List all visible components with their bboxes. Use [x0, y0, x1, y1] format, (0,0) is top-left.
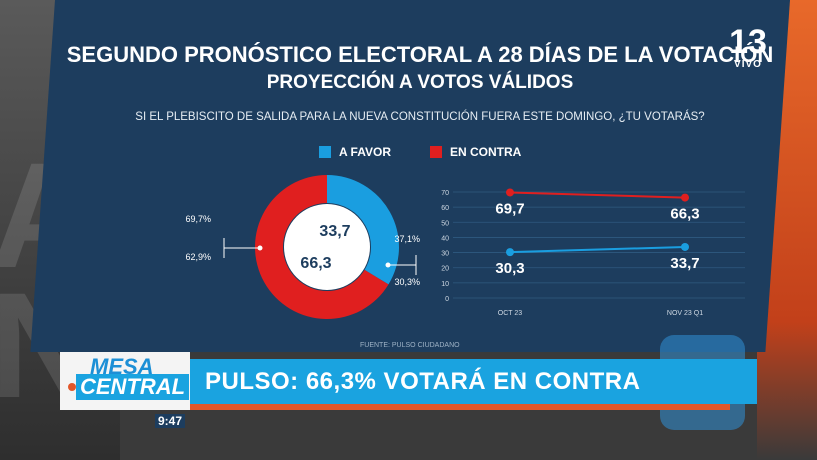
range-label-contra-high: 69,7% [185, 214, 211, 224]
source-note: FUENTE: PULSO CIUDADANO [360, 342, 460, 349]
data-point [506, 188, 514, 197]
legend-item-favor: A FAVOR [319, 145, 391, 159]
data-point [506, 248, 514, 257]
legend-label-favor: A FAVOR [339, 145, 392, 159]
legend-swatch-contra [430, 146, 442, 158]
ticker-headline: PULSO: 66,3% VOTARÁ EN CONTRA [205, 368, 641, 395]
channel-number: 13 [729, 23, 767, 61]
legend-label-contra: EN CONTRA [450, 145, 522, 159]
donut-value-favor: 33,7 [319, 223, 350, 240]
data-label: 33,7 [670, 255, 699, 272]
y-tick-label: 50 [441, 220, 449, 227]
series-line-favor [509, 245, 686, 254]
data-point [681, 242, 689, 251]
range-label-contra-low: 62,9% [185, 252, 211, 262]
y-tick-label: 40 [441, 235, 449, 242]
program-logo: MESA CENTRAL [60, 352, 190, 410]
range-label-favor-low: 30,3% [394, 277, 420, 287]
donut-value-contra: 66,3 [300, 255, 331, 272]
range-bracket-contra-dot [257, 245, 263, 251]
clock: 9:47 [155, 414, 186, 428]
line-chart: 0 10 20 30 40 50 60 70 OCT 23 NOV 23 Q1 69,7 66,3 30… [441, 188, 745, 317]
donut-chart: 33,7 66,3 69,7% 62,9% 37,1% 30,3% [185, 175, 420, 319]
y-tick-label: 0 [445, 296, 449, 303]
program-logo-dot [68, 383, 76, 391]
donut-slice-contra [255, 175, 389, 319]
graphic-content: SEGUNDO PRONÓSTICO ELECTORAL A 28 DÍAS D… [60, 0, 780, 352]
range-label-favor-high: 37,1% [394, 234, 420, 244]
y-tick-label: 70 [441, 190, 449, 197]
donut-slice-favor [327, 175, 399, 285]
series-line-contra [509, 191, 686, 199]
y-tick-label: 60 [441, 205, 449, 212]
data-label: 66,3 [670, 206, 699, 223]
legend-swatch-favor [319, 146, 331, 158]
x-tick-label: OCT 23 [498, 310, 522, 317]
graphic-title: SEGUNDO PRONÓSTICO ELECTORAL A 28 DÍAS D… [66, 42, 774, 67]
program-logo-line2: CENTRAL [76, 374, 190, 400]
data-label: 30,3 [495, 260, 524, 277]
legend-item-contra: EN CONTRA [430, 145, 521, 159]
graphic-subtitle: PROYECCIÓN A VOTOS VÁLIDOS [266, 72, 574, 93]
live-indicator: VIVO [734, 59, 762, 70]
y-tick-label: 30 [441, 251, 449, 258]
ticker-stripe [190, 404, 730, 410]
data-point [681, 193, 689, 202]
y-tick-label: 20 [441, 266, 449, 273]
donut-hole [284, 204, 370, 290]
survey-question: SI EL PLEBISCITO DE SALIDA PARA LA NUEVA… [135, 111, 705, 123]
ticker-bar [190, 359, 757, 404]
y-tick-label: 10 [441, 281, 449, 288]
x-tick-label: NOV 23 Q1 [667, 310, 703, 317]
channel-logo: 13 VIVO [723, 25, 773, 70]
lower-third-ticker: PULSO: 66,3% VOTARÁ EN CONTRA MESA CENTR… [60, 352, 757, 428]
data-label: 69,7 [495, 200, 524, 217]
